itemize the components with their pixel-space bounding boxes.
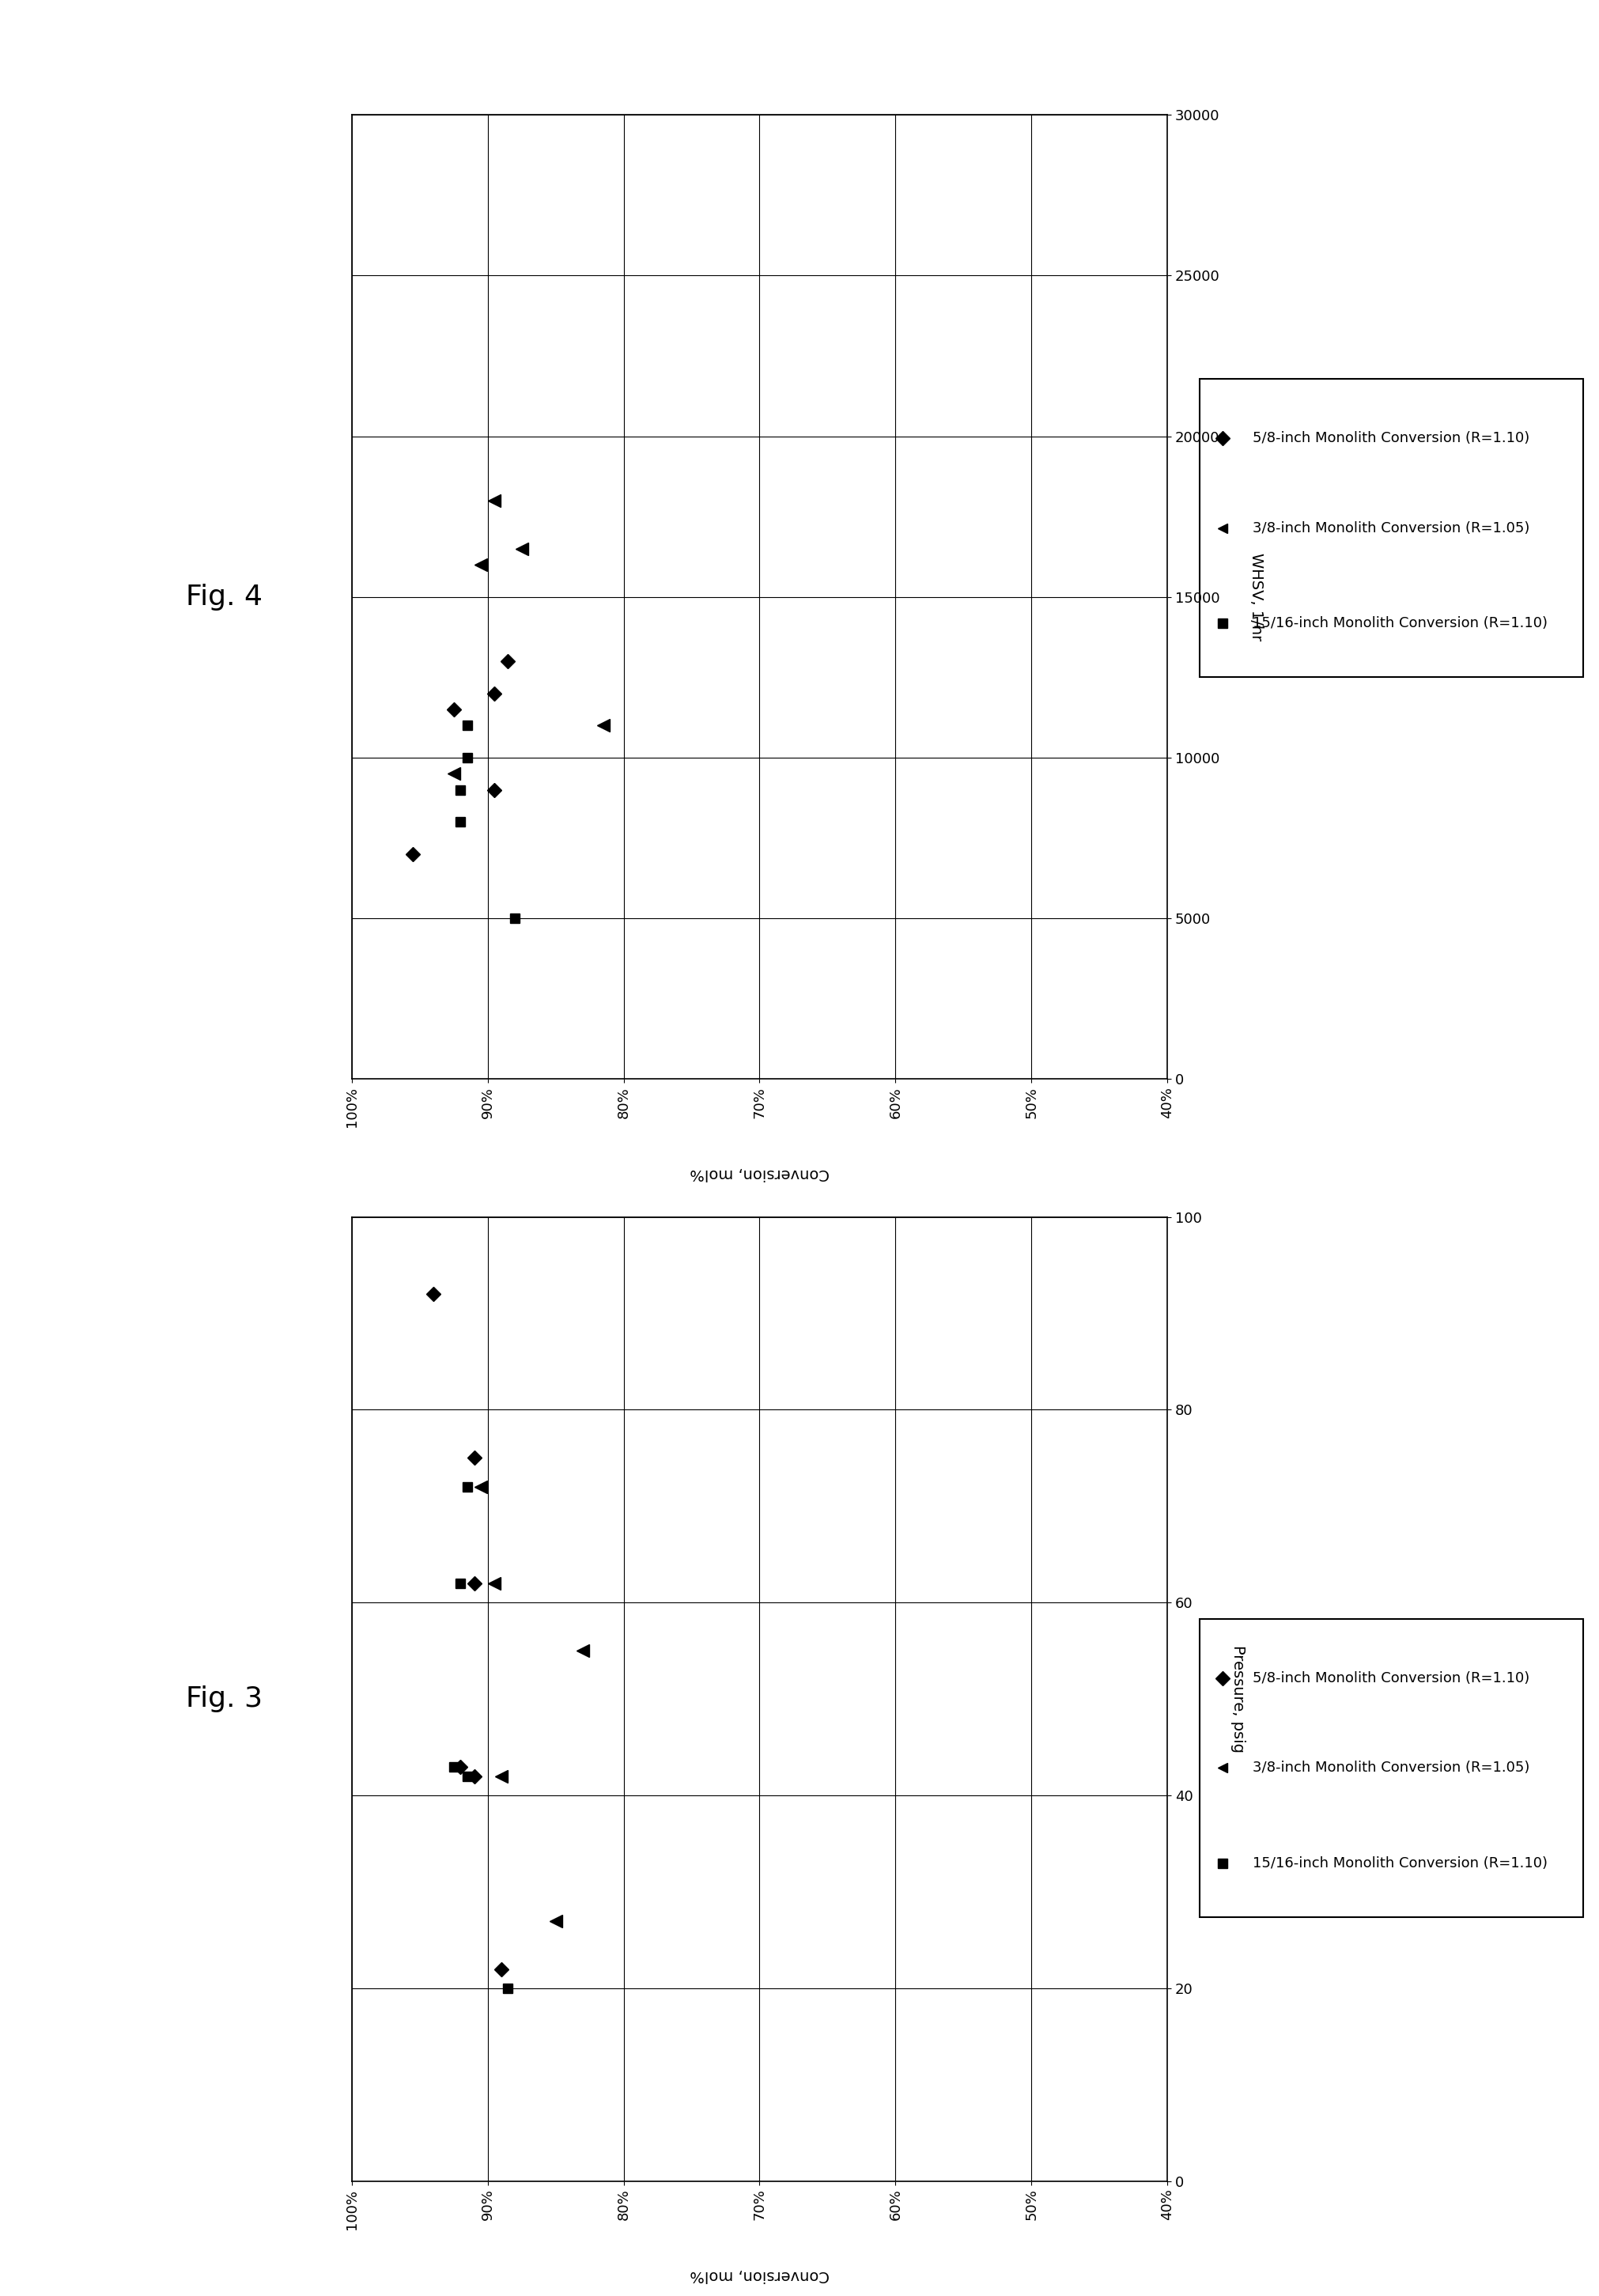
Text: 3/8-inch Monolith Conversion (R=1.05): 3/8-inch Monolith Conversion (R=1.05) — [1254, 1761, 1530, 1775]
Text: 5/8-inch Monolith Conversion (R=1.10): 5/8-inch Monolith Conversion (R=1.10) — [1254, 1671, 1530, 1685]
Text: 15/16-inch Monolith Conversion (R=1.10): 15/16-inch Monolith Conversion (R=1.10) — [1254, 1855, 1548, 1871]
Text: 3/8-inch Monolith Conversion (R=1.05): 3/8-inch Monolith Conversion (R=1.05) — [1254, 521, 1530, 535]
Y-axis label: WHSV, 1/hr: WHSV, 1/hr — [1249, 553, 1263, 641]
Text: Fig. 4: Fig. 4 — [185, 583, 262, 611]
Y-axis label: Pressure, psig: Pressure, psig — [1231, 1646, 1246, 1752]
X-axis label: Conversion, mol%: Conversion, mol% — [689, 2268, 830, 2282]
Text: 15/16-inch Monolith Conversion (R=1.10): 15/16-inch Monolith Conversion (R=1.10) — [1254, 615, 1548, 631]
Text: 5/8-inch Monolith Conversion (R=1.10): 5/8-inch Monolith Conversion (R=1.10) — [1254, 432, 1530, 445]
X-axis label: Conversion, mol%: Conversion, mol% — [689, 1166, 830, 1180]
Text: Fig. 3: Fig. 3 — [185, 1685, 262, 1713]
